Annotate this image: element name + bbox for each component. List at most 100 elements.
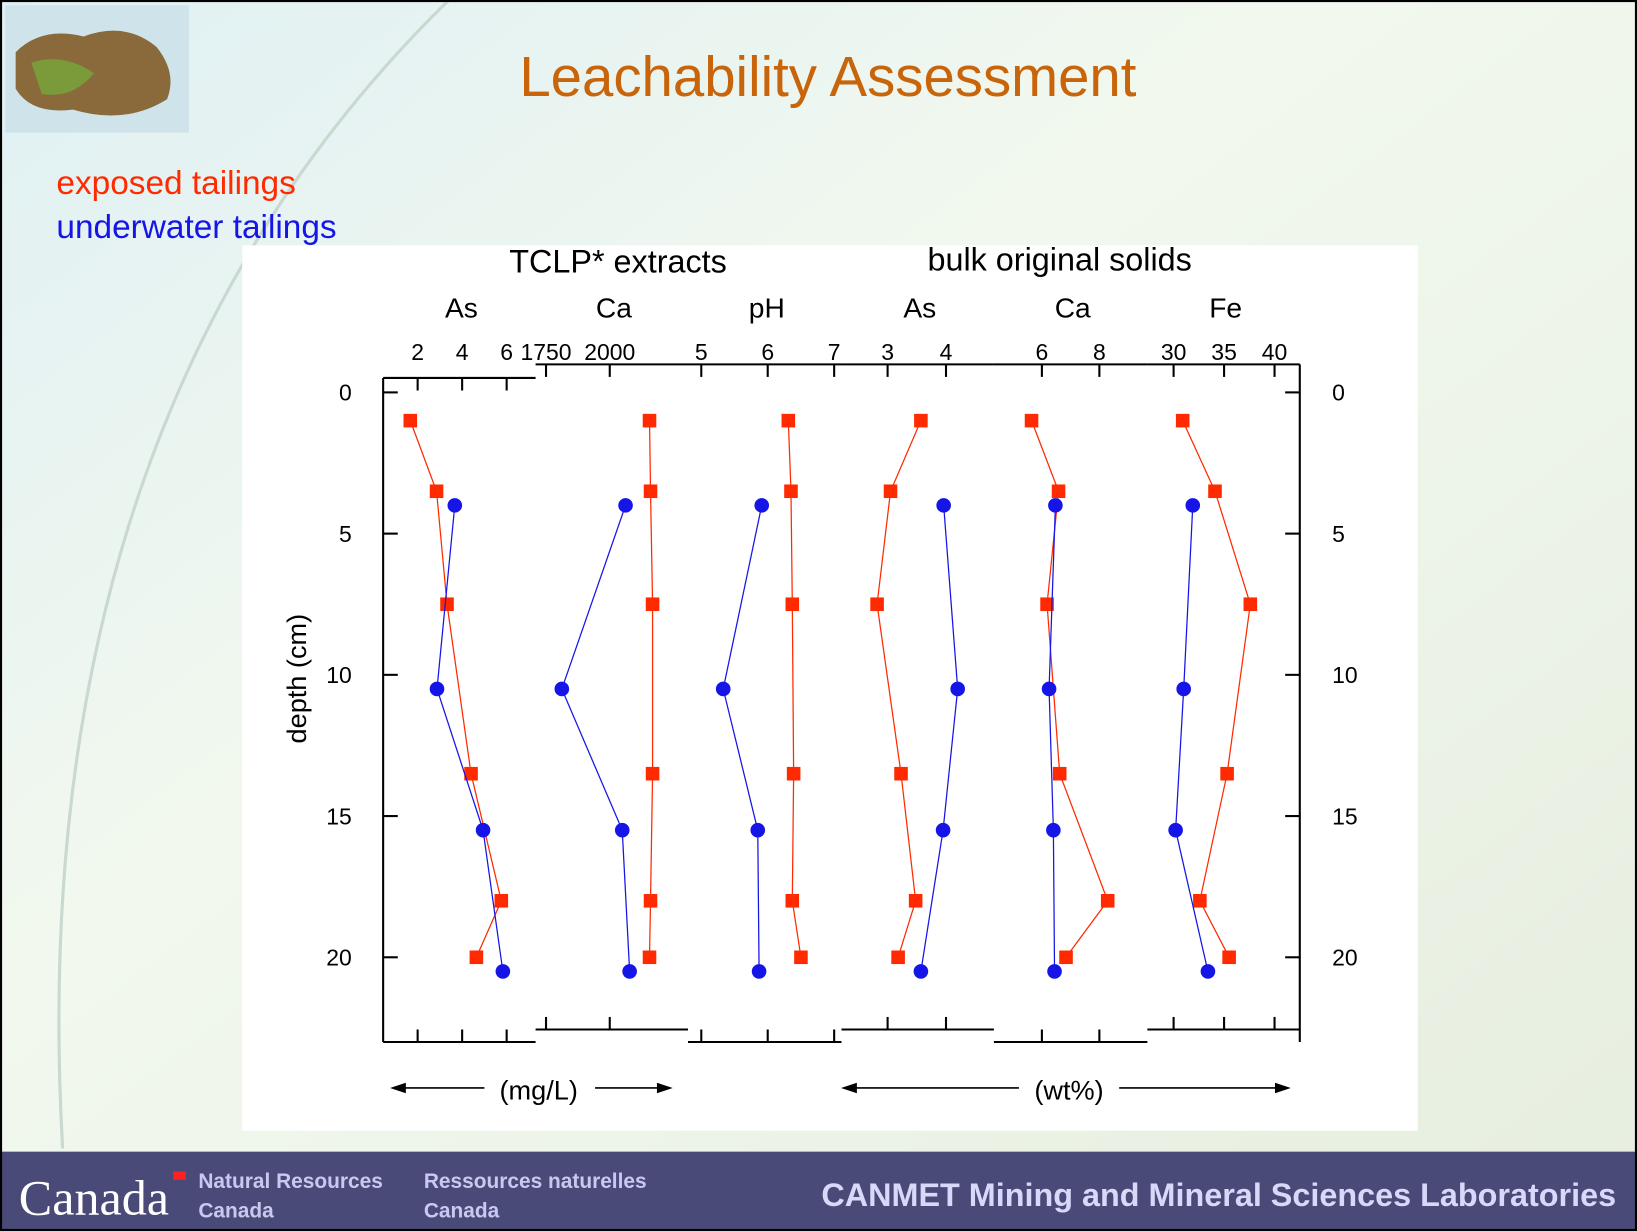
unit-label: (wt%) <box>1034 1074 1103 1105</box>
marker <box>785 894 800 908</box>
footer-text: Natural Resources <box>198 1170 382 1193</box>
x-tick-label: 5 <box>695 339 708 365</box>
y-tick-label: 5 <box>1332 521 1345 547</box>
y-tick-label: 10 <box>1332 662 1358 688</box>
marker <box>750 822 766 838</box>
y-tick-label: 5 <box>339 521 352 547</box>
marker <box>447 498 463 513</box>
legend-entry: underwater tailings <box>56 209 336 246</box>
marker <box>642 950 657 965</box>
group-title: TCLP* extracts <box>509 244 727 280</box>
decor-arc <box>57 0 451 1149</box>
x-tick-label: 4 <box>456 339 469 365</box>
panel-title: pH <box>749 291 785 323</box>
x-tick-label: 4 <box>940 339 953 365</box>
y-tick-label: 20 <box>326 945 352 971</box>
marker <box>618 498 633 513</box>
series-line <box>1174 505 1209 972</box>
marker <box>622 964 637 979</box>
x-tick-label: 6 <box>1036 339 1049 365</box>
marker <box>1200 964 1216 979</box>
marker <box>935 822 951 838</box>
unit-label: (mg/L) <box>500 1074 578 1105</box>
panel-title: As <box>903 291 936 323</box>
marker <box>913 964 929 979</box>
marker <box>914 413 928 428</box>
marker <box>1100 894 1115 908</box>
marker <box>1208 484 1222 499</box>
series-line <box>920 505 959 972</box>
marker <box>554 681 570 697</box>
y-tick-label: 0 <box>1332 380 1345 406</box>
marker <box>645 766 660 781</box>
marker <box>936 498 951 513</box>
marker <box>883 484 898 499</box>
y-tick-label: 0 <box>339 380 352 406</box>
marker <box>1176 681 1192 697</box>
footer-text: Canada <box>198 1199 274 1222</box>
panel-title: As <box>445 291 478 323</box>
legend-entry: exposed tailings <box>56 165 295 202</box>
marker <box>429 681 445 697</box>
series-line <box>787 420 802 958</box>
unit-arrows <box>390 1082 1291 1094</box>
marker <box>642 413 657 428</box>
marker <box>464 766 478 781</box>
marker <box>403 413 418 428</box>
marker <box>908 894 923 908</box>
series-line <box>1048 505 1057 972</box>
map-shape <box>31 59 94 95</box>
series-line <box>648 420 654 958</box>
marker <box>781 413 796 428</box>
marker <box>469 950 484 965</box>
group-title: bulk original solids <box>927 241 1191 277</box>
marker <box>894 766 908 781</box>
marker <box>1024 413 1039 428</box>
marker <box>475 822 491 838</box>
footer-wordmark: Canada <box>19 1169 169 1225</box>
marker <box>1222 950 1236 965</box>
series-line <box>876 420 922 958</box>
marker <box>1051 484 1066 499</box>
marker <box>495 964 511 979</box>
marker <box>751 964 767 979</box>
marker <box>870 597 884 612</box>
x-tick-label: 3 <box>881 339 894 365</box>
marker <box>1040 597 1054 612</box>
marker <box>429 484 444 499</box>
series-line <box>1182 420 1251 958</box>
footer-lab: CANMET Mining and Mineral Sciences Labor… <box>821 1177 1616 1213</box>
y-tick-label: 20 <box>1332 945 1358 971</box>
slide-title: Leachability Assessment <box>519 45 1136 108</box>
y-tick-label: 15 <box>326 803 352 829</box>
x-tick-label: 7 <box>828 339 841 365</box>
marker <box>1059 950 1073 965</box>
marker <box>754 498 770 513</box>
marker <box>785 597 800 612</box>
marker <box>1175 413 1190 428</box>
x-tick-label: 35 <box>1211 339 1237 365</box>
marker <box>786 766 801 781</box>
y-tick-label: 10 <box>326 662 352 688</box>
panel-title: Fe <box>1209 291 1242 323</box>
x-tick-label: 1750 <box>520 339 571 365</box>
marker <box>643 894 658 908</box>
marker <box>440 597 454 612</box>
flag <box>173 1171 186 1180</box>
series-line <box>722 505 763 972</box>
marker <box>784 484 798 499</box>
marker <box>1046 822 1061 838</box>
marker <box>643 484 658 499</box>
marker <box>794 950 808 965</box>
x-tick-label: 2 <box>411 339 424 365</box>
marker <box>1052 766 1067 781</box>
y-tick-label: 15 <box>1332 803 1358 829</box>
x-tick-label: 2000 <box>584 339 635 365</box>
panel-title: Ca <box>1055 291 1091 323</box>
series-line <box>561 505 631 972</box>
footer <box>0 1151 1637 1231</box>
marker <box>1047 964 1062 979</box>
y-axis-label: depth (cm) <box>281 614 312 744</box>
